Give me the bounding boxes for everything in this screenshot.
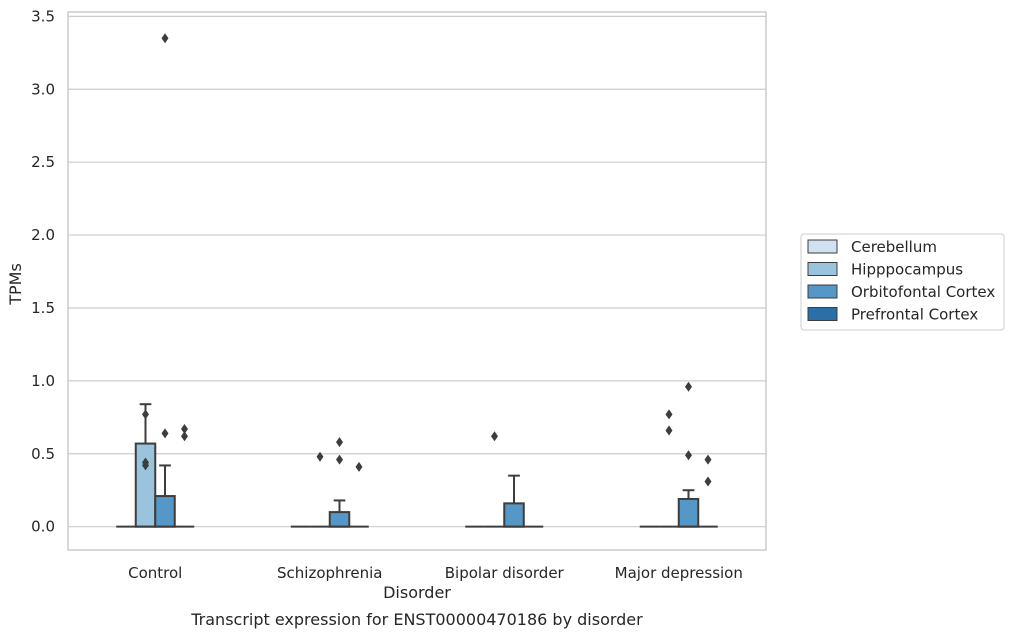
legend-label: Cerebellum xyxy=(851,238,937,256)
box xyxy=(328,511,351,528)
y-tick-label: 3.5 xyxy=(31,7,55,25)
x-axis-label: Disorder xyxy=(383,583,451,602)
outlier-point xyxy=(685,450,692,461)
outlier-point xyxy=(336,454,343,465)
outlier-point xyxy=(491,431,498,442)
legend-frame xyxy=(800,233,1005,331)
x-tick-label: Schizophrenia xyxy=(277,564,382,582)
outlier-point xyxy=(665,425,673,436)
y-tick-label: 2.0 xyxy=(31,226,55,244)
plot-frame xyxy=(67,11,767,551)
box xyxy=(134,442,157,528)
x-tick-label: Major depression xyxy=(615,564,743,582)
box-group xyxy=(484,431,505,528)
box xyxy=(503,502,525,528)
outlier-point xyxy=(142,460,149,471)
x-axis-ticks: Control Schizophrenia Bipolar disorder Majo… xyxy=(128,564,743,582)
x-tick-label: Bipolar disorder xyxy=(445,564,565,582)
x-tick-label: Control xyxy=(128,564,182,582)
outlier-point xyxy=(181,431,188,442)
box-group xyxy=(134,403,157,528)
y-tick-label: 0.0 xyxy=(31,518,55,536)
box-group xyxy=(349,461,369,528)
legend-label: Prefrontal Cortex xyxy=(851,306,978,324)
outlier-point xyxy=(336,437,343,448)
legend-swatch xyxy=(807,307,838,321)
box-group xyxy=(503,474,525,528)
box-group xyxy=(310,451,330,528)
gridlines xyxy=(68,15,766,528)
outlier-point xyxy=(316,451,324,462)
y-tick-label: 0.5 xyxy=(31,445,55,463)
outlier-point xyxy=(685,381,692,392)
box-group xyxy=(154,33,176,528)
box xyxy=(677,497,700,528)
chart-caption: Transcript expression for ENST0000047018… xyxy=(190,610,643,629)
legend: Cerebellum Hipppocampus Orbitofontal Corte… xyxy=(800,233,1005,331)
box-group xyxy=(328,437,351,528)
legend-swatch xyxy=(807,262,838,276)
y-tick-label: 2.5 xyxy=(31,153,55,171)
plot-area xyxy=(116,33,718,528)
outlier-point xyxy=(161,428,169,439)
legend-label: Hipppocampus xyxy=(851,261,963,279)
y-axis-ticks: 0.0 0.5 1.0 1.5 2.0 2.5 3.0 3.5 xyxy=(31,7,55,535)
outlier-point xyxy=(665,409,673,420)
y-tick-label: 1.0 xyxy=(31,372,55,390)
y-tick-label: 3.0 xyxy=(31,80,55,98)
outlier-point xyxy=(355,461,363,472)
outlier-point xyxy=(704,476,712,487)
y-tick-label: 1.5 xyxy=(31,299,55,317)
box-group xyxy=(698,454,718,528)
y-axis-label: TPMs xyxy=(6,263,25,306)
outlier-point xyxy=(161,33,169,44)
box-group xyxy=(677,381,700,528)
legend-swatch xyxy=(807,239,838,254)
outlier-point xyxy=(181,423,188,434)
box-group xyxy=(659,409,679,528)
outlier-point xyxy=(142,409,149,420)
legend-label: Orbitofontal Cortex xyxy=(851,283,995,301)
box xyxy=(154,495,176,528)
box-group xyxy=(174,423,195,528)
legend-swatch xyxy=(807,284,838,299)
outlier-point xyxy=(704,454,712,465)
